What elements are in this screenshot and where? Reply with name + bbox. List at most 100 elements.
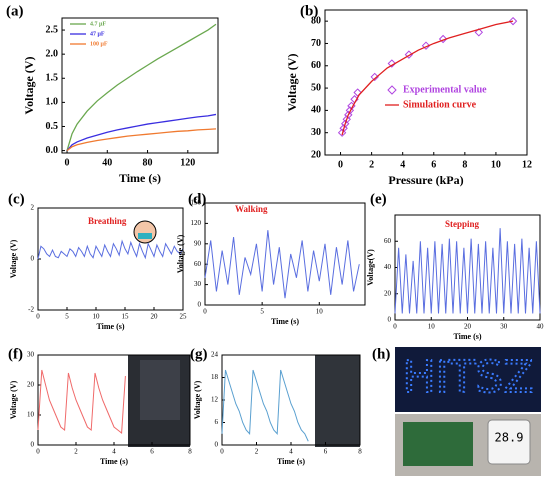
x-tick-label: 4 xyxy=(400,159,405,170)
x-tick-label: 20 xyxy=(151,313,159,321)
y-tick-label: 80 xyxy=(311,15,321,26)
x-axis-label: Time (s) xyxy=(453,332,481,341)
marker xyxy=(421,41,431,50)
x-tick-label: 15 xyxy=(122,313,130,321)
x-tick-label: 30 xyxy=(500,323,508,331)
x-tick-label: 0 xyxy=(65,157,70,168)
y-axis-label: Voltage (V) xyxy=(22,57,36,115)
y-axis-label: Voltage (V) xyxy=(9,239,18,278)
x-tick-label: 6 xyxy=(431,159,436,170)
panel-label: (e) xyxy=(370,191,387,207)
photo-led xyxy=(395,347,541,412)
y-axis-label: Voltage (V) xyxy=(176,234,185,273)
x-tick-label: 6 xyxy=(324,448,328,456)
photo-arm xyxy=(315,355,360,447)
y-tick-label: 18 xyxy=(211,373,219,381)
y-tick-label: 20 xyxy=(311,149,321,160)
panel-label: (g) xyxy=(190,346,208,362)
y-tick-label: 60 xyxy=(311,60,321,71)
x-tick-label: 8 xyxy=(358,448,362,456)
series-line xyxy=(204,230,360,299)
y-tick-label: 1.5 xyxy=(46,73,59,84)
x-tick-label: 40 xyxy=(102,157,112,168)
marker xyxy=(474,28,484,37)
series-line xyxy=(66,113,217,152)
x-axis-label: Time (s) xyxy=(277,457,305,466)
legend-label: Experimental value xyxy=(403,84,487,95)
y-tick-label: 12 xyxy=(211,396,219,404)
y-tick-label: 2.5 xyxy=(46,24,59,35)
x-tick-label: 120 xyxy=(180,157,195,168)
marker xyxy=(370,72,379,82)
x-tick-label: 20 xyxy=(464,323,472,331)
x-axis-label: Pressure (kPa) xyxy=(388,173,463,187)
x-tick-label: 8 xyxy=(188,448,192,456)
legend-label: 100 μF xyxy=(90,41,108,47)
x-axis-label: Time (s) xyxy=(119,171,161,185)
y-tick-label: 1.0 xyxy=(46,97,59,108)
x-tick-label: 0 xyxy=(220,448,224,456)
y-tick-label: 30 xyxy=(311,127,321,138)
y-tick-label: 50 xyxy=(311,82,321,93)
series-line xyxy=(37,239,184,260)
marker xyxy=(353,88,362,97)
annotation: Breathing xyxy=(88,216,127,226)
panel-label: (h) xyxy=(372,346,390,362)
panel-label: (d) xyxy=(188,191,206,207)
panel-label: (b) xyxy=(300,3,318,19)
plot-frame xyxy=(61,17,219,154)
x-axis-label: Time (s) xyxy=(271,317,299,326)
x-tick-label: 2 xyxy=(369,159,374,170)
thermometer xyxy=(487,419,531,465)
marker xyxy=(387,59,397,68)
series-line xyxy=(66,128,217,152)
y-tick-label: 40 xyxy=(384,263,392,271)
x-tick-label: 8 xyxy=(462,159,467,170)
y-axis-label: Voltage (V) xyxy=(9,380,18,419)
x-tick-label: 0 xyxy=(393,323,397,331)
x-tick-label: 0 xyxy=(203,308,207,316)
x-tick-label: 0 xyxy=(338,159,343,170)
plot-frame xyxy=(204,202,366,306)
y-axis-label: Voltage (V) xyxy=(193,380,202,419)
y-tick-label: 150 xyxy=(191,199,202,207)
x-tick-label: 10 xyxy=(316,308,324,316)
legend-label: 4.7 μF xyxy=(90,21,106,27)
y-tick-label: 0.0 xyxy=(46,145,59,156)
x-tick-label: 12 xyxy=(522,159,532,170)
y-axis-label: Voltage (V) xyxy=(285,54,299,112)
x-tick-label: 10 xyxy=(93,313,101,321)
circuit-board xyxy=(403,422,473,466)
x-tick-label: 4 xyxy=(112,448,116,456)
legend-label: Simulation curve xyxy=(403,99,477,110)
series-line xyxy=(221,369,309,442)
y-tick-label: 30 xyxy=(27,351,35,359)
y-tick-label: 0 xyxy=(215,441,219,449)
x-axis-label: Time (s) xyxy=(100,457,128,466)
x-tick-label: 0 xyxy=(36,448,40,456)
x-tick-label: 2 xyxy=(255,448,259,456)
y-tick-label: 90 xyxy=(194,239,202,247)
y-tick-label: 0 xyxy=(31,441,35,449)
y-tick-label: 60 xyxy=(194,260,202,268)
marker xyxy=(508,16,518,26)
x-axis-label: Time (s) xyxy=(96,322,124,331)
photo-sleeve xyxy=(140,360,180,420)
x-tick-label: 6 xyxy=(150,448,154,456)
thermometer-reading: 28.9 xyxy=(495,431,524,445)
legend-marker xyxy=(387,85,397,95)
y-axis-label: Voltage(V) xyxy=(366,249,375,286)
y-tick-label: 0 xyxy=(198,301,202,309)
x-tick-label: 80 xyxy=(143,157,153,168)
x-tick-label: 25 xyxy=(180,313,188,321)
annotation: Stepping xyxy=(445,219,480,229)
x-tick-label: 4 xyxy=(289,448,293,456)
legend-label: 47 μF xyxy=(90,31,105,37)
y-tick-label: 6 xyxy=(215,418,219,426)
series-line xyxy=(66,23,217,151)
y-tick-label: 24 xyxy=(211,351,219,359)
y-tick-label: 2 xyxy=(31,204,35,212)
y-tick-label: 40 xyxy=(311,105,321,116)
x-tick-label: 10 xyxy=(491,159,501,170)
